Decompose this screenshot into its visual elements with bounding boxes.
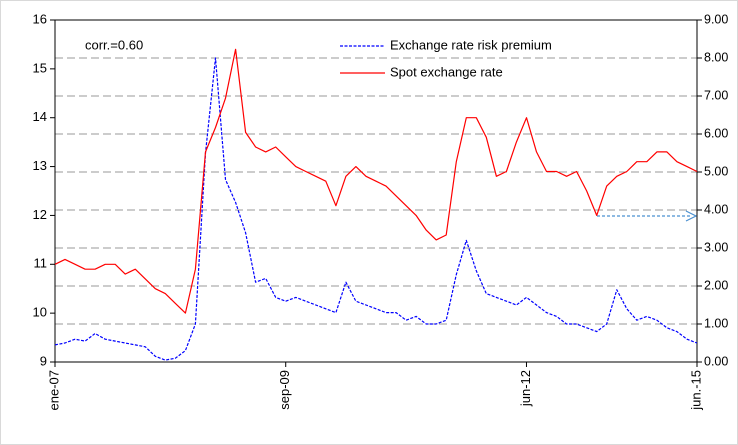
y-tick-label: 12: [33, 207, 47, 222]
legend-label: Spot exchange rate: [390, 64, 503, 79]
plot-border: [54, 19, 698, 363]
y-tick-label: 13: [33, 158, 47, 173]
y-tick-label: 15: [33, 60, 47, 75]
y2-tick-label: 7.00: [704, 88, 728, 102]
y2-tick-label: 8.00: [704, 50, 728, 64]
y2-tick-label: 4.00: [704, 202, 728, 216]
series-line: [54, 48, 698, 314]
y2-tick-label: 0.00: [704, 354, 728, 368]
x-tick-label: jun-12: [518, 370, 533, 407]
series-line: [54, 57, 698, 361]
y-tick-label: 11: [34, 256, 48, 271]
y2-tick-label: 9.00: [704, 12, 728, 26]
x-tick-label: sep-09: [277, 370, 292, 410]
y-tick-label: 9: [40, 353, 47, 368]
y2-tick-label: 1.00: [704, 316, 728, 330]
annotation: corr.=0.60: [85, 37, 143, 52]
x-tick-label: ene-07: [46, 370, 61, 410]
y-tick-label: 10: [33, 305, 47, 320]
x-tick-label: jun.-15: [688, 370, 703, 411]
y-tick-label: 14: [33, 109, 47, 124]
legend-label: Exchange rate risk premium: [390, 37, 552, 52]
y2-tick-label: 3.00: [704, 240, 728, 254]
y2-tick-label: 2.00: [704, 278, 728, 292]
arrow-head: [685, 210, 698, 222]
y-tick-label: 16: [33, 11, 47, 26]
y2-tick-label: 6.00: [704, 126, 728, 140]
y2-tick-label: 5.00: [704, 164, 728, 178]
